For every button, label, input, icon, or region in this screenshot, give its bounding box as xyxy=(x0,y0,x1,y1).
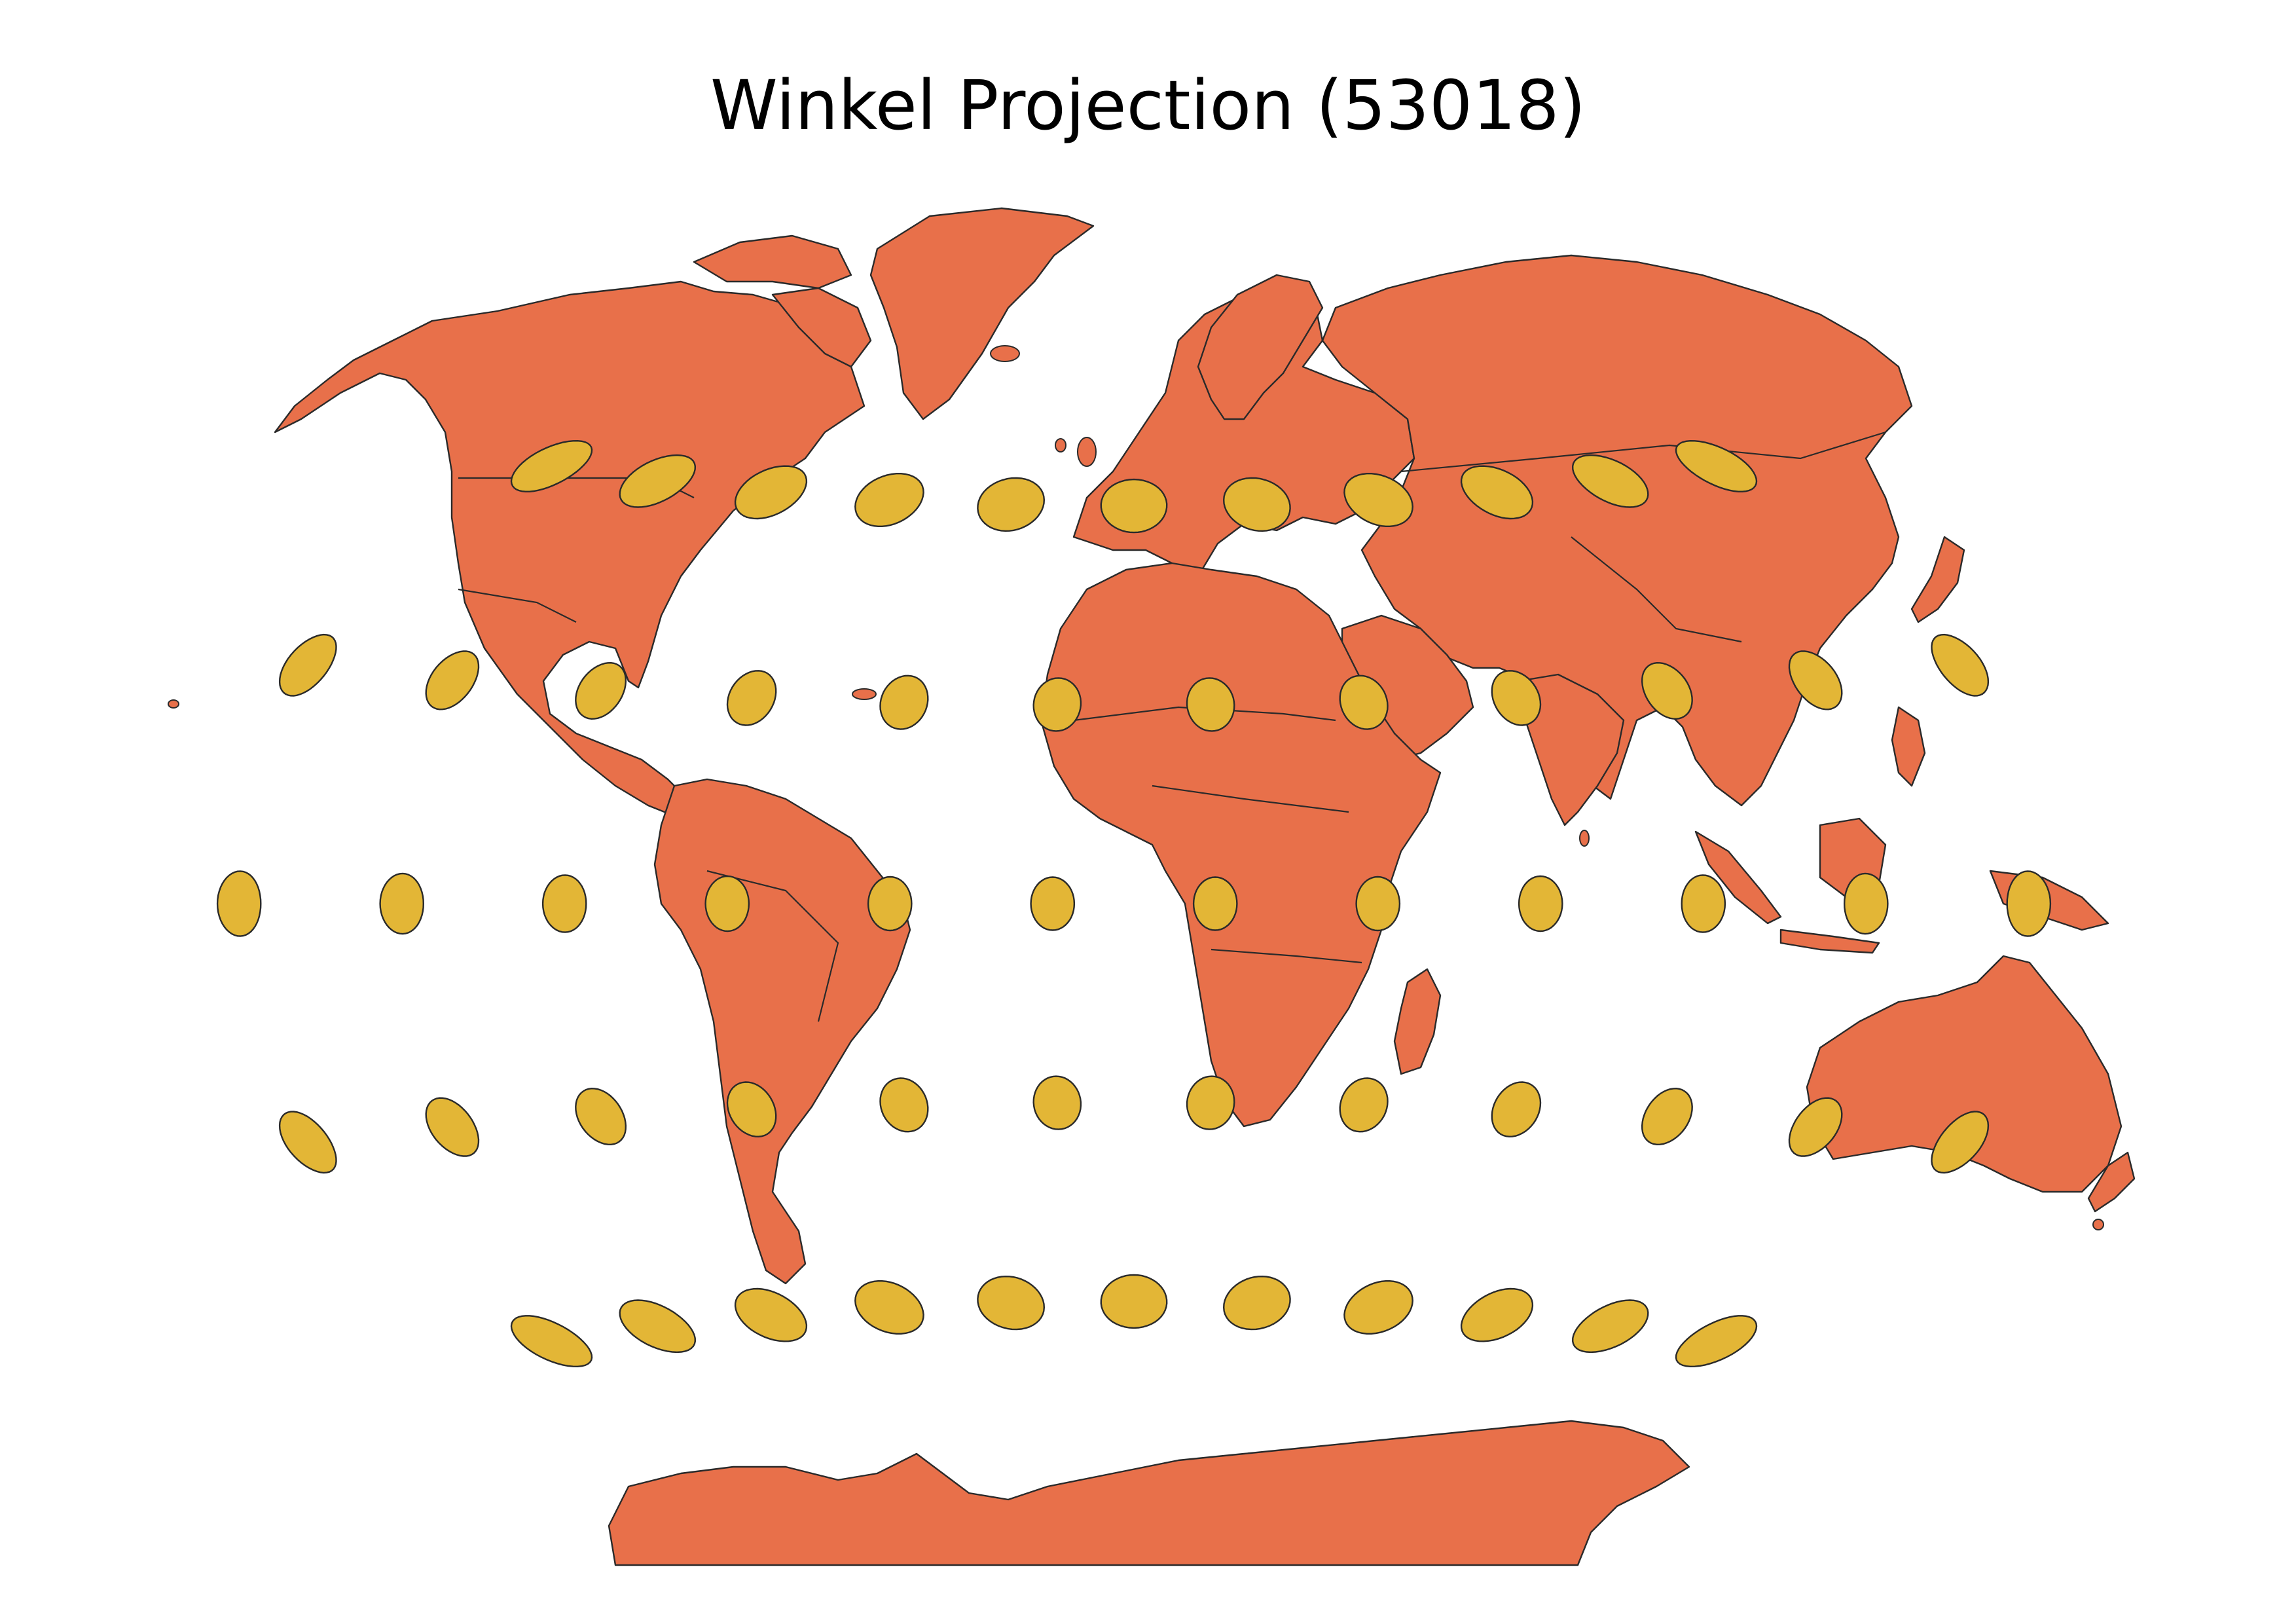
tissot-indicatrix xyxy=(1931,633,1990,697)
landmass-scandinavia xyxy=(1197,274,1324,420)
island-sri-lanka xyxy=(1579,830,1590,847)
tissot-indicatrix xyxy=(1343,1280,1413,1335)
tissot-indicatrix xyxy=(541,874,587,933)
border-china-west xyxy=(1571,536,1742,643)
landmass-sumatra xyxy=(1694,830,1782,925)
tissot-indicatrix xyxy=(726,1081,777,1137)
border-usa-mexico xyxy=(458,588,577,623)
tissot-indicatrix xyxy=(1192,876,1238,931)
landmass-baffin-island xyxy=(771,287,872,368)
tissot-indicatrix xyxy=(734,465,808,520)
island-hawaii xyxy=(168,699,179,709)
landmass-new-zealand xyxy=(2087,1151,2136,1213)
tissot-indicatrix xyxy=(1788,1097,1843,1157)
tissot-indicatrix xyxy=(1931,1111,1990,1174)
landmass-japan xyxy=(1910,536,1965,623)
land-layer xyxy=(168,207,2136,1566)
tissot-indicatrix xyxy=(1641,661,1693,720)
landmass-madagascar xyxy=(1393,968,1442,1075)
island-iceland xyxy=(990,345,1020,362)
tissot-indicatrix xyxy=(1222,1275,1291,1331)
tissot-indicatrix xyxy=(1222,477,1291,532)
tissot-indicatrix xyxy=(1788,650,1843,710)
island-cuba xyxy=(852,688,877,700)
island-fiji xyxy=(2092,1219,2104,1230)
tissot-indicatrix xyxy=(854,473,924,527)
tissot-indicatrix xyxy=(216,870,262,937)
tissot-indicatrix xyxy=(379,872,425,935)
tissot-indicatrix xyxy=(1571,454,1649,508)
tissot-indicatrix xyxy=(977,1275,1046,1331)
tissot-indicatrix xyxy=(1491,670,1542,726)
tissot-indicatrix xyxy=(1100,1274,1168,1329)
landmass-asia xyxy=(1321,254,1913,807)
tissot-indicatrix xyxy=(510,1315,593,1368)
tissot-indicatrix xyxy=(1355,876,1401,932)
landmass-india xyxy=(1518,673,1625,826)
tissot-indicatrix xyxy=(619,454,697,508)
map-title: Winkel Projection (53018) xyxy=(710,65,1586,145)
tissot-indicatrix xyxy=(1681,874,1726,933)
tissot-indicatrix xyxy=(879,674,929,730)
landmass-north-america xyxy=(274,280,866,820)
tissot-indicatrix xyxy=(278,1111,337,1174)
landmass-philippines xyxy=(1891,706,1926,787)
tissot-indicatrix xyxy=(977,477,1046,532)
tissot-indicatrix xyxy=(726,670,777,726)
border-africa-south xyxy=(1211,948,1362,964)
tissot-indicatrix xyxy=(1186,1075,1235,1130)
tissot-indicatrix xyxy=(879,1077,929,1133)
landmass-arctic-islands xyxy=(693,234,852,289)
tissot-indicatrix xyxy=(1100,478,1168,534)
island-ireland xyxy=(1055,438,1066,452)
tissot-indicatrix xyxy=(1675,1315,1758,1368)
tissot-indicatrix xyxy=(1491,1081,1542,1137)
tissot-indicatrix xyxy=(1571,1299,1649,1354)
tissot-indicatrix xyxy=(704,875,750,932)
island-britain xyxy=(1077,437,1097,467)
tissot-indicatrix xyxy=(1641,1087,1693,1146)
tissot-indicatrix xyxy=(510,439,593,492)
landmass-greenland xyxy=(869,207,1095,420)
tissot-indicatrix xyxy=(1030,876,1076,931)
tissot-indicatrix xyxy=(278,633,337,697)
landmass-antarctica xyxy=(608,1420,1690,1566)
border-africa-central xyxy=(1152,784,1349,813)
tissot-indicatrix xyxy=(854,1280,924,1335)
tissot-indicatrix xyxy=(867,876,913,932)
tissot-indicatrix xyxy=(1032,677,1082,732)
tissot-indicatrix xyxy=(2006,870,2052,937)
tissot-indicatrix xyxy=(1343,473,1413,527)
tissot-layer xyxy=(216,439,2052,1368)
tissot-indicatrix xyxy=(1843,872,1889,935)
tissot-indicatrix xyxy=(1460,1287,1534,1342)
tissot-indicatrix xyxy=(575,1087,627,1146)
tissot-indicatrix xyxy=(1339,674,1389,730)
tissot-indicatrix xyxy=(1518,875,1563,932)
border-russia-south xyxy=(1400,431,1886,473)
border-south-america-brazil xyxy=(706,870,839,1022)
tissot-indicatrix xyxy=(1460,465,1534,520)
tissot-indicatrix xyxy=(1032,1075,1082,1130)
tissot-indicatrix xyxy=(734,1287,808,1342)
landmass-java xyxy=(1779,929,1880,954)
tissot-indicatrix xyxy=(1675,439,1758,492)
tissot-indicatrix xyxy=(575,661,627,720)
tissot-indicatrix xyxy=(425,650,480,710)
tissot-indicatrix xyxy=(619,1299,697,1354)
tissot-indicatrix xyxy=(1186,677,1235,732)
tissot-indicatrix xyxy=(1339,1077,1389,1133)
landmass-south-america xyxy=(653,778,911,1285)
tissot-indicatrix xyxy=(425,1097,480,1157)
